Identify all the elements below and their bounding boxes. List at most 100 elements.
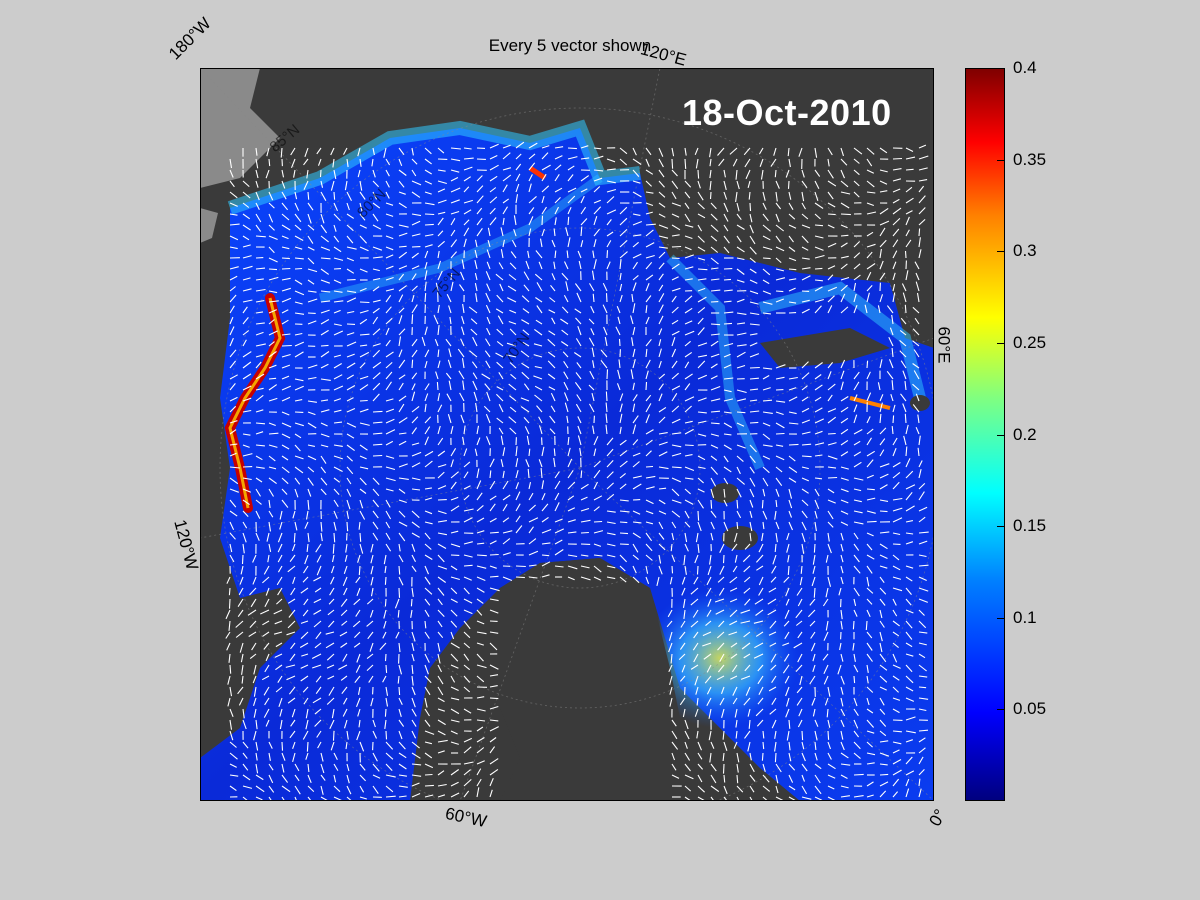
drift-vector xyxy=(840,719,845,728)
drift-vector xyxy=(747,741,751,752)
drift-vector xyxy=(437,304,440,314)
drift-vector xyxy=(822,598,829,607)
drift-vector xyxy=(918,228,921,237)
drift-vector xyxy=(508,383,517,391)
drift-vector xyxy=(385,795,396,798)
drift-vector xyxy=(476,642,484,646)
drift-vector xyxy=(398,499,407,504)
drift-vector xyxy=(732,565,738,573)
drift-vector xyxy=(437,393,441,402)
drift-vector xyxy=(541,503,549,512)
drift-vector xyxy=(366,653,374,660)
drift-vector xyxy=(372,361,382,369)
drift-vector xyxy=(840,293,846,303)
drift-vector xyxy=(437,240,445,248)
drift-vector xyxy=(671,360,678,369)
drift-vector xyxy=(866,719,875,728)
drift-vector xyxy=(784,631,790,640)
drift-vector xyxy=(619,532,629,535)
drift-vector xyxy=(411,587,414,597)
drift-vector xyxy=(762,235,771,241)
drift-vector xyxy=(852,620,855,630)
drift-vector xyxy=(580,496,588,501)
drift-vector xyxy=(457,348,465,358)
drift-vector xyxy=(449,316,452,325)
drift-vector xyxy=(359,246,369,252)
drift-vector xyxy=(255,499,262,505)
drift-vector xyxy=(463,761,474,765)
drift-vector xyxy=(346,466,354,475)
drift-vector xyxy=(905,730,916,734)
drift-vector xyxy=(359,399,368,402)
drift-vector xyxy=(697,268,708,271)
drift-vector xyxy=(437,230,444,237)
drift-vector xyxy=(424,773,433,776)
drift-vector xyxy=(853,773,864,776)
drift-vector xyxy=(801,466,809,470)
drift-vector xyxy=(312,664,322,669)
drift-vector xyxy=(372,147,375,156)
drift-vector xyxy=(729,147,738,155)
drift-vector xyxy=(486,316,491,325)
drift-vector xyxy=(561,329,569,336)
drift-vector xyxy=(496,386,504,391)
drift-vector xyxy=(743,653,751,659)
drift-vector xyxy=(840,763,851,766)
drift-vector xyxy=(788,774,794,783)
drift-vector xyxy=(411,213,422,217)
drift-vector xyxy=(255,169,259,179)
drift-vector xyxy=(437,188,446,193)
drift-vector xyxy=(593,206,602,215)
drift-vector xyxy=(411,708,417,717)
drift-vector xyxy=(370,543,374,553)
drift-vector xyxy=(905,446,908,457)
drift-vector xyxy=(450,239,458,248)
drift-vector xyxy=(645,576,650,584)
colorbar-tick-label: 0.15 xyxy=(1013,516,1047,536)
drift-vector xyxy=(812,554,816,565)
drift-vector xyxy=(892,587,903,592)
drift-vector xyxy=(346,433,355,439)
drift-vector xyxy=(892,239,899,248)
drift-vector xyxy=(359,408,369,413)
drift-vector xyxy=(294,341,305,347)
drift-vector xyxy=(892,565,901,571)
drift-vector xyxy=(669,686,673,695)
drift-vector xyxy=(450,664,459,669)
drift-vector xyxy=(242,543,245,554)
drift-vector xyxy=(827,169,834,179)
drift-vector xyxy=(330,565,335,574)
drift-vector xyxy=(564,402,569,413)
drift-vector xyxy=(771,719,777,729)
drift-vector xyxy=(463,778,472,787)
drift-vector xyxy=(237,609,244,618)
drift-vector xyxy=(853,414,858,424)
drift-vector xyxy=(814,396,822,402)
drift-vector xyxy=(632,461,640,468)
drift-vector xyxy=(450,251,458,259)
drift-vector xyxy=(605,413,608,424)
drift-vector xyxy=(437,708,445,712)
drift-vector xyxy=(892,178,902,182)
drift-vector xyxy=(814,785,822,795)
drift-vector xyxy=(577,326,582,336)
drift-vector xyxy=(370,576,374,586)
drift-vector xyxy=(486,391,491,402)
drift-vector xyxy=(476,737,485,743)
drift-vector xyxy=(879,565,888,569)
drift-vector xyxy=(749,532,752,542)
drift-vector xyxy=(684,763,691,772)
drift-vector xyxy=(307,532,310,543)
drift-vector xyxy=(658,554,662,564)
drift-vector xyxy=(268,330,278,336)
drift-vector xyxy=(658,224,669,229)
drift-vector xyxy=(229,443,238,446)
drift-vector xyxy=(476,631,487,635)
drift-vector xyxy=(797,598,803,607)
drift-vector xyxy=(918,778,921,787)
drift-vector xyxy=(268,455,276,462)
drift-vector xyxy=(775,298,784,303)
drift-vector xyxy=(913,370,920,380)
drift-vector xyxy=(476,565,487,569)
drift-vector xyxy=(476,587,485,593)
